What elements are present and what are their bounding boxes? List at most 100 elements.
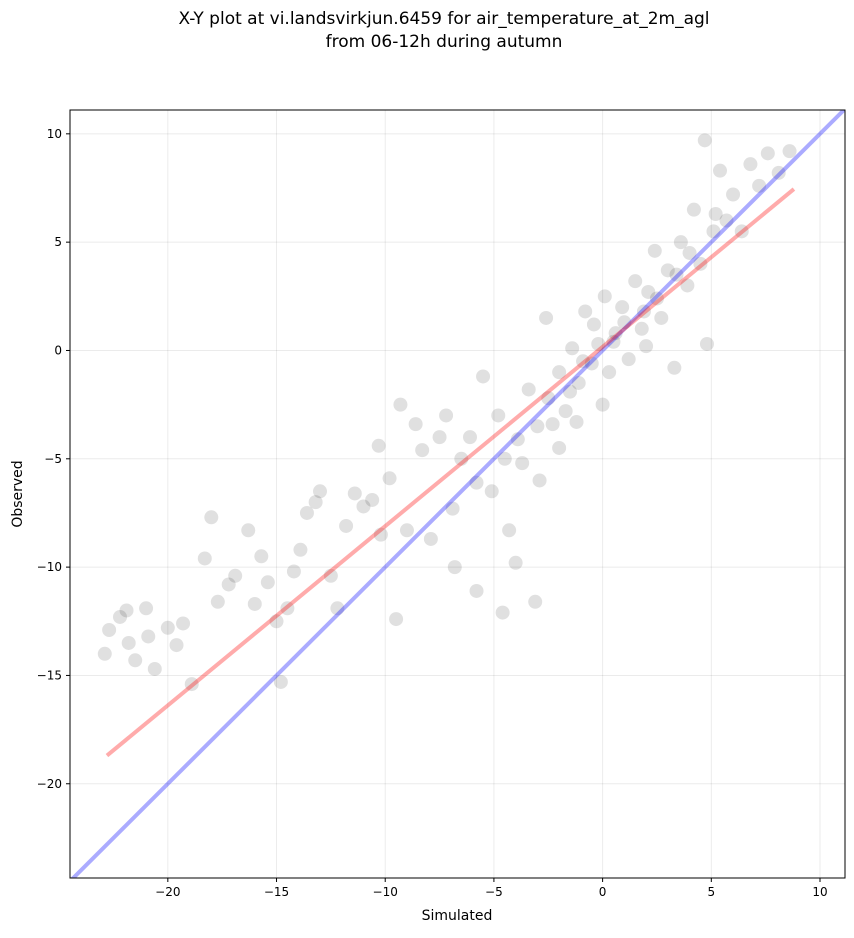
point (528, 594, 543, 609)
point (569, 414, 584, 429)
point (660, 263, 675, 278)
point (595, 397, 610, 412)
x-axis-label: Simulated (422, 908, 493, 924)
point (423, 531, 438, 546)
point (602, 365, 617, 380)
point (682, 245, 697, 260)
point (139, 601, 154, 616)
x-tick-label: 5 (707, 885, 715, 899)
point (247, 596, 262, 611)
point (356, 499, 371, 514)
point (347, 486, 362, 501)
point (299, 505, 314, 520)
point (760, 146, 775, 161)
x-tick-label: −20 (155, 885, 180, 899)
point (491, 408, 506, 423)
point (497, 451, 512, 466)
point (608, 326, 623, 341)
point (113, 609, 127, 624)
point (415, 443, 430, 458)
point (628, 274, 643, 289)
x-tick-label: 0 (599, 885, 607, 899)
reference-line (70, 110, 845, 878)
y-tick-label: 10 (47, 127, 62, 141)
point (382, 471, 397, 486)
point (782, 144, 797, 159)
point (647, 243, 662, 258)
point (323, 568, 338, 583)
point (552, 365, 567, 380)
point (293, 542, 308, 557)
point (254, 549, 269, 564)
chart-title: X-Y plot at vi.landsvirkjun.6459 for air… (178, 9, 709, 29)
point (147, 661, 162, 676)
point (393, 397, 408, 412)
point (495, 605, 510, 620)
point (649, 291, 664, 306)
point (530, 419, 545, 434)
point (639, 339, 654, 354)
point (389, 612, 404, 627)
point (539, 310, 554, 325)
point (576, 354, 591, 369)
point (565, 341, 580, 356)
point (371, 438, 386, 453)
point (636, 304, 651, 319)
point (286, 564, 301, 579)
point (476, 369, 491, 384)
point (586, 317, 601, 332)
point (719, 213, 734, 228)
point (708, 206, 723, 221)
point (606, 334, 621, 349)
x-tick-label: −10 (373, 885, 398, 899)
point (121, 635, 136, 650)
point (439, 408, 454, 423)
point (545, 417, 560, 432)
point (432, 430, 447, 445)
point (204, 510, 219, 525)
point (308, 495, 323, 510)
point (752, 178, 767, 193)
axes-frame (69, 109, 846, 879)
point (160, 620, 175, 635)
chart-subtitle: from 06-12h during autumn (326, 32, 563, 52)
point (693, 256, 708, 271)
point (502, 523, 517, 538)
point (128, 653, 143, 668)
y-tick-label: −20 (37, 777, 62, 791)
point (563, 384, 577, 399)
point (558, 404, 573, 419)
y-tick-label: −15 (37, 668, 62, 682)
y-tick-label: −10 (37, 560, 62, 574)
point (654, 310, 669, 325)
y-axis-label: Observed (10, 460, 26, 527)
grid (70, 110, 845, 878)
point (445, 501, 460, 516)
y-tick-label: 5 (54, 235, 62, 249)
point (597, 289, 612, 304)
x-tick-label: 10 (812, 885, 827, 899)
point (667, 360, 682, 375)
point (669, 267, 684, 282)
point (680, 278, 695, 293)
point (673, 235, 688, 250)
point (541, 391, 556, 406)
point (273, 674, 288, 689)
point (197, 551, 212, 566)
point (184, 677, 199, 692)
point (169, 638, 184, 653)
point (469, 583, 484, 598)
point (584, 356, 599, 371)
point (699, 336, 714, 351)
point (532, 473, 547, 488)
point (141, 629, 156, 644)
point (615, 300, 630, 315)
point (373, 527, 388, 542)
x-tick-label: −5 (485, 885, 503, 899)
point (734, 224, 749, 239)
point (521, 382, 536, 397)
point (706, 224, 721, 239)
point (228, 568, 243, 583)
